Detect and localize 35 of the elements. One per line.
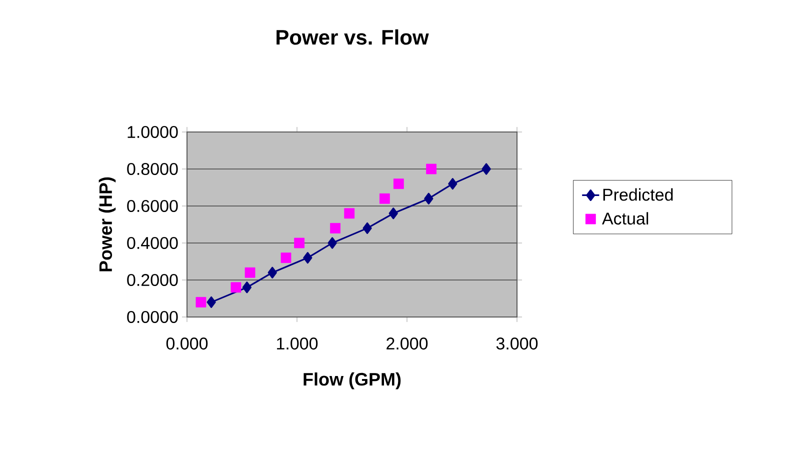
point	[482, 163, 491, 175]
y-tick-label: 1.0000	[128, 126, 178, 138]
point	[393, 178, 404, 189]
y-tick-label: 0.8000	[127, 162, 178, 176]
point	[303, 252, 312, 264]
legend-label: Actual	[602, 212, 648, 225]
x-axis-title: Flow (GPM)	[304, 372, 401, 390]
point	[280, 252, 292, 263]
y-tick-label: 0.6000	[127, 200, 178, 212]
point	[379, 193, 390, 204]
chart-title: Power vs. Flow	[276, 29, 429, 45]
x-tick-label: 1.000	[277, 338, 318, 350]
point	[244, 267, 256, 278]
point	[294, 238, 305, 248]
x-tick-label: 3.000	[496, 338, 538, 350]
point	[344, 208, 355, 219]
y-tick-label: 0.0000	[127, 310, 178, 324]
point	[424, 192, 434, 204]
y-tick-label: 0.4000	[127, 236, 178, 250]
legend-label: Predicted	[603, 188, 673, 201]
point	[196, 297, 206, 308]
point	[230, 282, 242, 293]
point	[426, 164, 437, 174]
point	[448, 178, 458, 190]
x-tick-label: 0.000	[166, 338, 208, 350]
point	[242, 282, 252, 294]
x-tick-label: 2.000	[386, 338, 428, 350]
point	[388, 208, 398, 220]
point	[362, 222, 372, 234]
y-axis-title: Power (HP)	[98, 177, 116, 272]
point	[206, 296, 216, 308]
point	[268, 266, 277, 278]
point	[330, 223, 340, 234]
point	[328, 237, 337, 249]
y-tick-label: 0.2000	[127, 274, 178, 286]
